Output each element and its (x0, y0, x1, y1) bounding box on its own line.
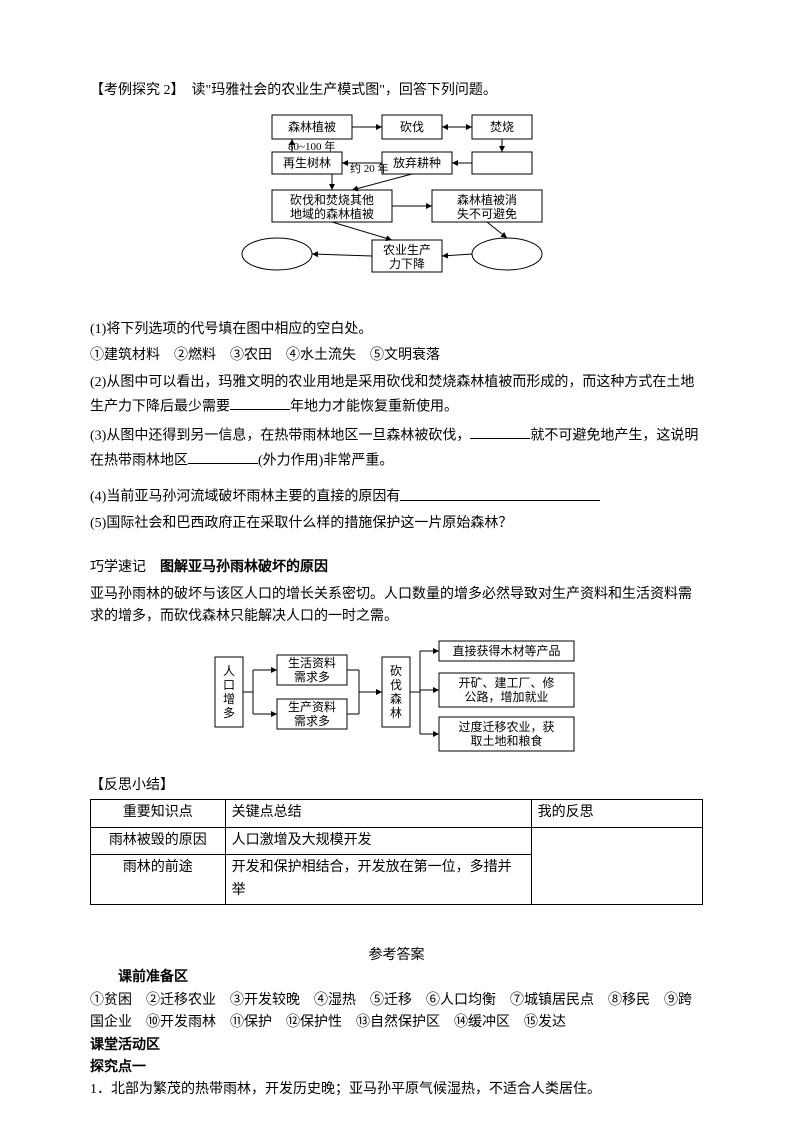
svg-text:焚烧: 焚烧 (489, 120, 513, 134)
tips-title: 图解亚马孙雨林破坏的原因 (160, 560, 328, 575)
svg-text:再生树林: 再生树林 (282, 155, 330, 170)
table-header: 关键点总结 (225, 800, 531, 827)
svg-text:公路，增加就业: 公路，增加就业 (464, 689, 548, 704)
q2: (2)从图中可以看出，玛雅文明的农业用地是采用砍伐和焚烧森林植被而形成的，而这种… (90, 372, 703, 419)
svg-text:失不可避免: 失不可避免 (456, 206, 516, 221)
svg-text:伐: 伐 (389, 678, 401, 692)
tips-body: 亚马孙雨林的破坏与该区人口的增长关系密切。人口数量的增多必然导致对生产资料和生活… (90, 584, 703, 629)
point1-title: 探究点一 (90, 1057, 703, 1079)
reflection-table: 重要知识点 关键点总结 我的反思 雨林被毁的原因 人口激增及大规模开发 雨林的前… (90, 799, 703, 905)
svg-text:森林植被: 森林植被 (287, 119, 335, 134)
table-cell: 雨林的前途 (91, 855, 226, 905)
q3-text-c: (外力作用)非常严重。 (258, 453, 393, 468)
svg-text:增: 增 (222, 692, 234, 706)
svg-text:生活资料: 生活资料 (287, 656, 335, 670)
prep-title: 课前准备区 (90, 967, 703, 989)
q5: (5)国际社会和巴西政府正在采取什么样的措施保护这一片原始森林？ (90, 513, 703, 535)
svg-text:生产资料: 生产资料 (287, 700, 335, 714)
svg-text:森: 森 (389, 691, 401, 706)
svg-text:砍伐和焚烧其他: 砍伐和焚烧其他 (289, 192, 373, 207)
table-row: 雨林被毁的原因 人口激增及大规模开发 (91, 827, 703, 854)
svg-text:需求多: 需求多 (293, 714, 329, 728)
table-cell: 雨林被毁的原因 (91, 827, 226, 854)
table-header: 我的反思 (531, 800, 702, 827)
svg-text:放弃耕种: 放弃耕种 (392, 155, 440, 170)
svg-text:需求多: 需求多 (293, 670, 329, 684)
blank-q3a[interactable] (470, 423, 530, 439)
class-title: 课堂活动区 (90, 1035, 703, 1057)
table-cell: 人口激增及大规模开发 (225, 827, 531, 854)
svg-text:开矿、建工厂、修: 开矿、建工厂、修 (458, 675, 554, 690)
blank-q4[interactable] (400, 484, 600, 500)
svg-text:约 20 年: 约 20 年 (350, 161, 389, 175)
svg-text:林: 林 (389, 706, 401, 720)
tips-heading: 巧学速记 图解亚马孙雨林破坏的原因 (90, 557, 703, 579)
answers-heading: 参考答案 (90, 945, 703, 967)
svg-text:口: 口 (222, 678, 234, 692)
svg-text:森林植被消: 森林植被消 (456, 192, 516, 207)
q1: (1)将下列选项的代号填在图中相应的空白处。 (90, 319, 703, 341)
svg-text:人: 人 (222, 664, 234, 678)
q2-text-b: 年地力才能恢复重新使用。 (290, 399, 458, 414)
svg-text:取土地和粮食: 取土地和粮食 (470, 733, 542, 748)
diagram-cause: 人口增多生活资料需求多生产资料需求多砍伐森林直接获得木材等产品开矿、建工厂、修公… (90, 637, 703, 765)
table-header: 重要知识点 (91, 800, 226, 827)
point1-body: 1．北部为繁茂的热带雨林，开发历史晚；亚马孙平原气候湿热，不适合人类居住。 (90, 1079, 703, 1101)
tips-heading-label: 巧学速记 (90, 560, 146, 575)
blank-q2[interactable] (230, 394, 290, 410)
svg-text:直接获得木材等产品: 直接获得木材等产品 (452, 643, 560, 658)
answers-section: 参考答案 课前准备区 ①贫困 ②迁移农业 ③开发较晚 ④湿热 ⑤迁移 ⑥人口均衡… (90, 945, 703, 1102)
table-cell: 开发和保护相结合，开发放在第一位，多措并举 (225, 855, 531, 905)
q3: (3)从图中还得到另一信息，在热带雨林地区一旦森林被砍伐，就不可避免地产生，这说… (90, 423, 703, 473)
q4: (4)当前亚马孙河流域破坏雨林主要的直接的原因有 (90, 484, 703, 509)
diagram-maya: 森林植被 砍伐 焚烧再生树林 放弃耕种砍伐和焚烧其他地域的森林植被 森林植被消失不可避免… (90, 110, 703, 308)
q3-text-a: (3)从图中还得到另一信息，在热带雨林地区一旦森林被砍伐， (90, 428, 470, 443)
svg-text:砍: 砍 (389, 663, 401, 678)
svg-text:力下降: 力下降 (388, 257, 424, 271)
exam-title: 【考例探究 2】 读"玛雅社会的农业生产模式图"，回答下列问题。 (90, 80, 703, 102)
q4-text: (4)当前亚马孙河流域破坏雨林主要的直接的原因有 (90, 490, 400, 505)
reflection-heading: 【反思小结】 (90, 775, 703, 797)
q1-options: ①建筑材料 ②燃料 ③农田 ④水土流失 ⑤文明衰落 (90, 345, 703, 367)
svg-text:地域的森林植被: 地域的森林植被 (289, 206, 373, 221)
svg-text:过度迁移农业，获: 过度迁移农业，获 (458, 719, 554, 734)
svg-text:农业生产: 农业生产 (382, 243, 430, 257)
svg-text:80~100 年: 80~100 年 (288, 139, 335, 153)
table-cell[interactable] (531, 827, 702, 904)
blank-q3b[interactable] (188, 448, 258, 464)
table-row: 重要知识点 关键点总结 我的反思 (91, 800, 703, 827)
svg-text:砍伐: 砍伐 (399, 119, 423, 134)
prep-body: ①贫困 ②迁移农业 ③开发较晚 ④湿热 ⑤迁移 ⑥人口均衡 ⑦城镇居民点 ⑧移民… (90, 990, 703, 1035)
svg-text:多: 多 (222, 706, 234, 720)
